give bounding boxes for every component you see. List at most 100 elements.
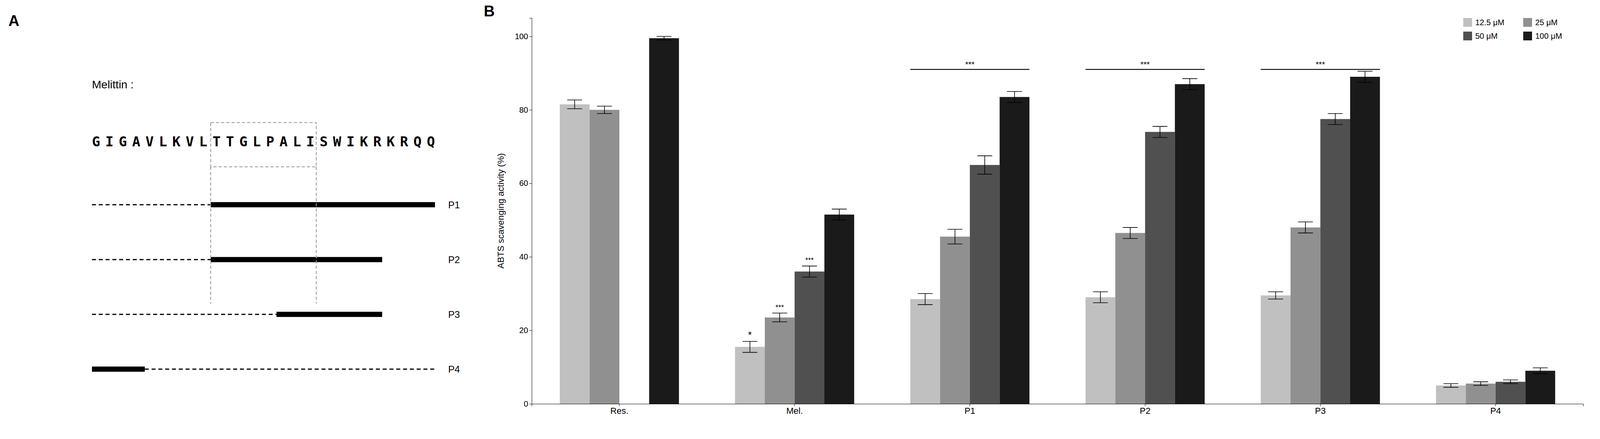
error-bar-cap (1298, 232, 1313, 234)
error-bar (1152, 126, 1168, 138)
bar (1436, 385, 1467, 404)
error-bar-cap (1473, 381, 1489, 383)
error-bar-cap (801, 265, 817, 267)
significance-bracket (910, 69, 1030, 70)
error-bar-cap (742, 341, 758, 342)
error-bar-cap (1007, 102, 1022, 104)
error-bar-stem (809, 265, 810, 278)
error-bar-cap (977, 173, 992, 175)
bar (1115, 233, 1146, 404)
error-bar-cap (801, 276, 817, 278)
panel-a: AMelittin :GIGAVLKVLTTGLPALISWIKRKRQQP1P… (8, 12, 460, 375)
y-tick-mark (529, 36, 532, 37)
bar (764, 317, 795, 404)
peptide-solid (91, 366, 145, 372)
legend-item: 25 μM (1523, 17, 1558, 27)
bar (1320, 119, 1351, 404)
error-bar-stem (1450, 383, 1452, 388)
error-bar-cap (1268, 298, 1283, 300)
y-tick-mark (529, 256, 532, 258)
error-bar-stem (924, 293, 926, 305)
x-tick-label: Mel. (786, 405, 804, 416)
error-bar-cap (831, 219, 847, 221)
error-bar (947, 229, 963, 244)
significance-label: * (748, 329, 752, 341)
significance-label: *** (1140, 59, 1150, 69)
legend-label: 50 μM (1475, 31, 1498, 41)
error-bar (1122, 227, 1138, 239)
bar (1175, 83, 1205, 404)
error-bar-stem (1159, 126, 1161, 138)
bar (794, 271, 825, 404)
x-tick-label: P2 (1139, 405, 1151, 416)
legend-label: 100 μM (1535, 31, 1563, 41)
error-bar (742, 341, 758, 353)
error-bar-cap (1473, 385, 1489, 386)
error-bar (1502, 379, 1518, 384)
error-bar (831, 209, 847, 221)
bar (1465, 383, 1496, 404)
error-bar-cap (1093, 302, 1108, 304)
x-axis: Res.Mel.P1P2P3P4 (532, 403, 1584, 416)
error-bar-cap (1502, 379, 1518, 381)
bars (559, 36, 1556, 404)
bar (969, 165, 1000, 404)
panel-label: B (483, 2, 495, 20)
error-bar-stem (954, 229, 956, 244)
error-bar (1093, 291, 1108, 304)
peptide-solid (210, 202, 435, 208)
peptide-solid (210, 257, 383, 263)
peptide-label: P2 (448, 254, 460, 266)
error-bar-stem (1275, 291, 1277, 300)
x-tick-label: P1 (964, 405, 976, 416)
error-bar-cap (772, 312, 788, 314)
error-bar-cap (596, 113, 612, 114)
peptide-dashed (91, 204, 211, 206)
error-bar (772, 313, 788, 322)
error-bar-stem (1540, 367, 1541, 374)
error-bar-stem (984, 155, 986, 175)
error-bar-stem (604, 106, 605, 114)
y-tick: 80 (519, 105, 532, 115)
error-bar-cap (567, 99, 583, 101)
error-bar (656, 36, 672, 40)
error-bar-cap (1502, 383, 1518, 385)
y-tick-mark (529, 330, 532, 331)
y-axis: 020406080100 (514, 18, 533, 409)
bar (1525, 370, 1556, 404)
error-bar-cap (1152, 137, 1168, 138)
panel-label: A (8, 12, 20, 30)
error-bar-cap (1327, 113, 1343, 114)
error-bar-cap (1007, 91, 1022, 92)
x-tick: P4 (1490, 403, 1501, 416)
error-bar-stem (1334, 113, 1336, 125)
x-tick-label: P4 (1490, 405, 1501, 416)
peptide-dashed (144, 368, 435, 370)
bar (939, 236, 970, 404)
error-bar-stem (749, 341, 751, 353)
y-tick-label: 100 (514, 31, 529, 41)
error-bar-cap (1327, 124, 1343, 126)
legend-swatch (1463, 31, 1473, 41)
y-tick-label: 20 (519, 325, 529, 335)
bar (1495, 381, 1526, 404)
error-bar-stem (1480, 381, 1482, 386)
error-bar-cap (1268, 291, 1283, 293)
error-bar-stem (779, 313, 781, 322)
legend-item: 100 μM (1523, 31, 1563, 41)
peptide-dashed (91, 313, 277, 316)
bar (999, 97, 1030, 404)
bar (910, 299, 941, 404)
sequence: GIGAVLKVLTTGLPALISWIKRKRQQ (91, 133, 435, 150)
error-bar (801, 265, 817, 278)
error-bar-cap (831, 208, 847, 210)
error-bar (1298, 221, 1313, 234)
bar (559, 104, 590, 404)
legend-swatch (1523, 31, 1533, 41)
y-tick: 60 (519, 178, 532, 188)
error-bar-cap (772, 321, 788, 323)
error-bar (1007, 91, 1022, 103)
error-bar-cap (1357, 81, 1373, 83)
peptide-solid (276, 311, 383, 318)
error-bar-cap (1443, 383, 1459, 385)
